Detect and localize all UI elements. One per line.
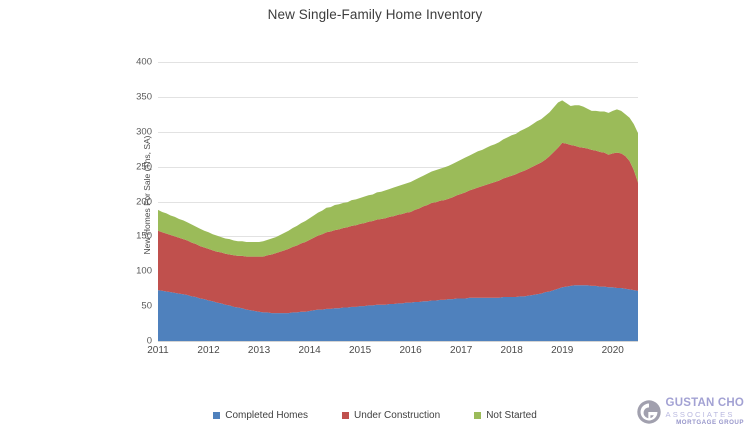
legend-swatch-icon	[213, 412, 221, 419]
watermark-text: GUSTAN CHO ASSOCIATES MORTGAGE GROUP	[666, 398, 744, 426]
x-axis: 2011 2012 2013 2014 2015 2016 2017 2018 2019 2020	[147, 345, 638, 361]
legend-item[interactable]: Under Construction	[342, 410, 440, 421]
y-tick-label: 250	[136, 161, 152, 173]
legend-swatch-icon	[474, 412, 482, 419]
gridline	[158, 62, 638, 63]
watermark-logo: GUSTAN CHO ASSOCIATES MORTGAGE GROUP	[636, 398, 744, 426]
x-tick-label: 2016	[399, 345, 422, 356]
area-series-completed-homes	[158, 285, 638, 341]
y-tick-label: 350	[136, 91, 152, 103]
y-axis: New Homes For Sale (Ths, SA) 400 350 300 25…	[112, 57, 152, 347]
x-tick-label: 2017	[450, 345, 473, 356]
y-tick-label: 0	[146, 335, 152, 347]
legend-item[interactable]: Completed Homes	[213, 410, 308, 421]
chart-legend: Completed Homes Under Construction Not Sta…	[0, 410, 750, 421]
x-tick-label: 2013	[247, 345, 271, 356]
legend-label: Completed Homes	[225, 410, 309, 421]
series-layer	[158, 62, 638, 341]
y-tick-label: 400	[136, 56, 152, 68]
watermark-line-2: ASSOCIATES	[665, 409, 735, 419]
gridline	[158, 96, 638, 98]
x-tick-label: 2020	[601, 345, 624, 356]
plot-area	[158, 62, 638, 342]
gridline	[158, 166, 638, 168]
legend-label: Not Started	[486, 410, 537, 421]
watermark-line-3: MORTGAGE GROUP	[676, 418, 744, 426]
area-series-not-started	[158, 100, 638, 257]
x-tick-label: 2014	[298, 345, 321, 356]
legend-swatch-icon	[342, 412, 350, 419]
x-tick-label: 2011	[147, 345, 169, 356]
x-tick-label: 2018	[500, 345, 523, 356]
chart-title: New Single-Family Home Inventory	[267, 7, 483, 22]
y-tick-label: 100	[136, 265, 152, 277]
stacked-area-series	[158, 100, 638, 341]
y-tick-label: 200	[136, 196, 152, 207]
watermark-line-1: GUSTAN CHO	[665, 397, 744, 410]
y-tick-label: 150	[136, 230, 152, 242]
y-tick-label: 50	[141, 300, 152, 312]
gridline	[158, 341, 638, 342]
x-tick-label: 2019	[551, 345, 574, 356]
y-tick-label: 300	[136, 126, 152, 138]
legend-label: Under Construction	[354, 410, 441, 421]
x-tick-label: 2015	[348, 345, 372, 356]
legend-item[interactable]: Not Started	[474, 410, 537, 421]
area-series-under-construction	[158, 142, 638, 314]
gustan-cho-g-mark-icon	[636, 400, 661, 424]
gridline	[158, 131, 638, 133]
x-tick-label: 2012	[197, 345, 220, 356]
